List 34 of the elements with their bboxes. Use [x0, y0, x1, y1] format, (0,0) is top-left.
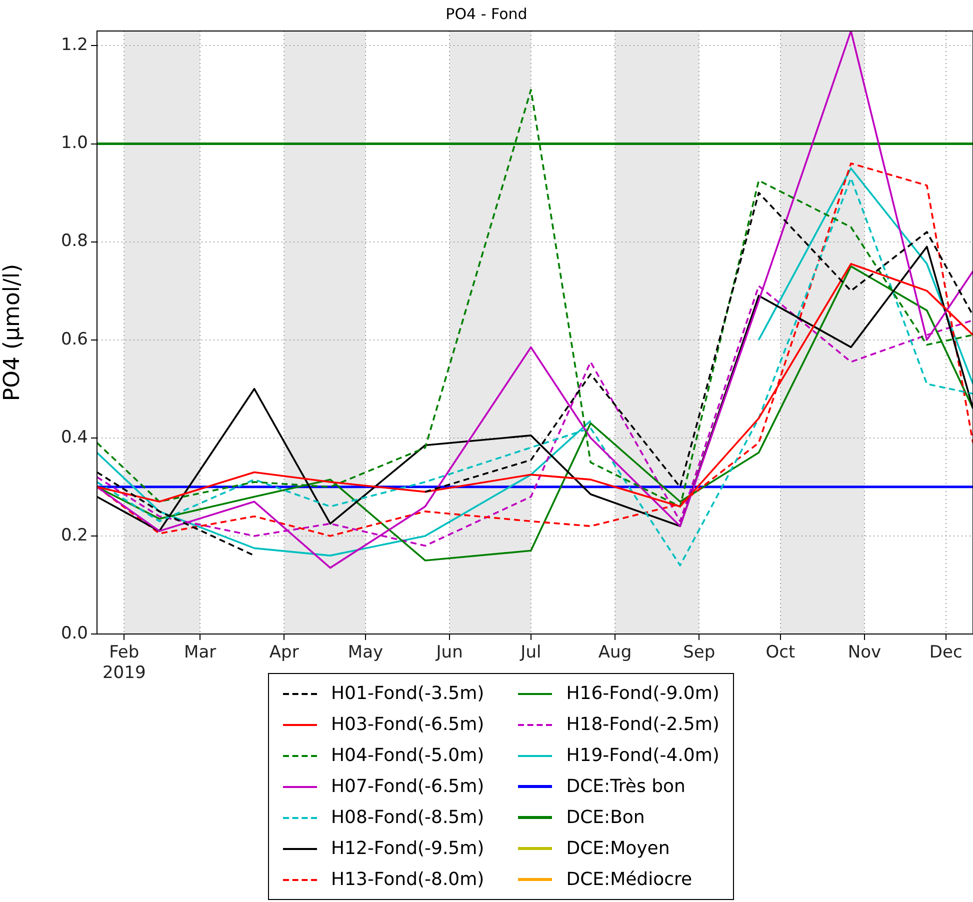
y-tick-label: 0.4 [60, 427, 88, 448]
x-tick-label: Feb 2019 [102, 642, 146, 684]
legend-label: H13-Fond(-8.0m) [331, 869, 484, 890]
legend-label: H01-Fond(-3.5m) [331, 683, 484, 704]
legend-label: DCE:Très bon [566, 776, 686, 797]
y-tick-label: 1.2 [60, 35, 88, 56]
x-tick-label: Dec [929, 642, 962, 663]
x-tick-label: May [348, 642, 384, 663]
legend-label: H04-Fond(-5.0m) [331, 745, 484, 766]
y-tick-label: 0.8 [60, 231, 88, 252]
legend-label: H07-Fond(-6.5m) [331, 776, 484, 797]
legend-label: H18-Fond(-2.5m) [566, 714, 720, 735]
text: DCE:Moyen [566, 838, 670, 859]
y-axis-title: PO4 (µmol/l) [0, 264, 25, 402]
x-tick-label: Jun [435, 642, 463, 663]
chart-title: PO4 - Fond [446, 4, 528, 23]
legend-label: H03-Fond(-6.5m) [331, 714, 484, 735]
legend-label: H12-Fond(-9.5m) [331, 838, 484, 859]
y-tick-label: 0.0 [60, 623, 88, 644]
x-tick-label: Mar [184, 642, 216, 663]
x-tick-label: Aug [598, 642, 632, 663]
legend-label: H16-Fond(-9.0m) [566, 683, 720, 704]
x-tick-label: Apr [269, 642, 299, 663]
x-tick-label: Nov [848, 642, 882, 663]
legend-label: H08-Fond(-8.5m) [331, 807, 484, 828]
legend-label: DCE:Bon [566, 807, 645, 828]
x-tick-label: Jul [520, 642, 542, 663]
y-tick-label: 0.6 [60, 329, 88, 350]
text: DCE:Médiocre [566, 869, 692, 890]
y-tick-label: 1.0 [60, 133, 88, 154]
legend-label: H19-Fond(-4.0m) [566, 745, 720, 766]
x-tick-label: Oct [766, 642, 796, 663]
y-tick-label: 0.2 [60, 525, 88, 546]
x-tick-label: Sep [683, 642, 716, 663]
